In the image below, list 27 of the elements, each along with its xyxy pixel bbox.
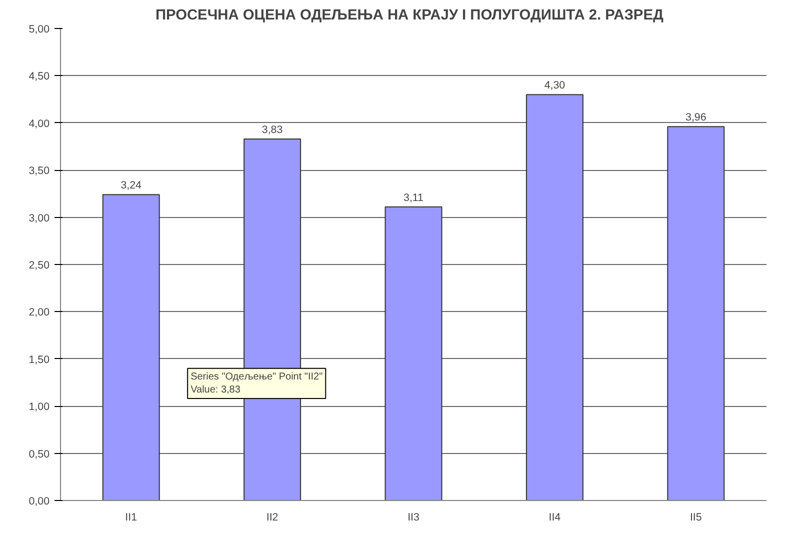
y-tick-label: 5,00 [28, 24, 50, 36]
y-tick-label: 3,50 [28, 165, 50, 178]
x-tick-label: II5 [690, 512, 702, 524]
data-label: 3,83 [262, 124, 283, 136]
y-tick-label: 3,00 [28, 212, 50, 224]
x-tick-label: II2 [266, 512, 278, 524]
data-label: 4,30 [544, 80, 566, 92]
chart-title: ПРОСЕЧНА ОЦЕНА ОДЕЉЕЊА НА КРАЈУ I ПОЛУГОДИШТА 2. РАЗРЕД [155, 8, 664, 24]
data-label: 3,24 [120, 180, 142, 192]
data-label: 3,96 [686, 112, 706, 124]
bar [526, 94, 584, 500]
y-tick-label: 2,50 [28, 260, 50, 272]
annotation: Series "Одељење" Point "II2" Value: 3,83 [190, 371, 324, 396]
bar [384, 206, 442, 500]
y-tick-label: 1,00 [28, 401, 50, 414]
y-tick-label: 2,00 [28, 306, 50, 319]
y-tick-label: 4,00 [28, 118, 50, 130]
y-tick-label: 0,50 [28, 448, 50, 460]
bar [667, 126, 725, 500]
bar [102, 194, 160, 500]
y-tick-label: 0,00 [28, 496, 50, 508]
x-tick-label: II4 [548, 512, 561, 524]
x-tick-label: II3 [408, 512, 420, 524]
data-label: 3,11 [404, 192, 424, 204]
y-tick-label: 4,50 [28, 70, 50, 83]
x-tick-label: II1 [125, 512, 138, 524]
y-tick-label: 1,50 [28, 354, 50, 366]
